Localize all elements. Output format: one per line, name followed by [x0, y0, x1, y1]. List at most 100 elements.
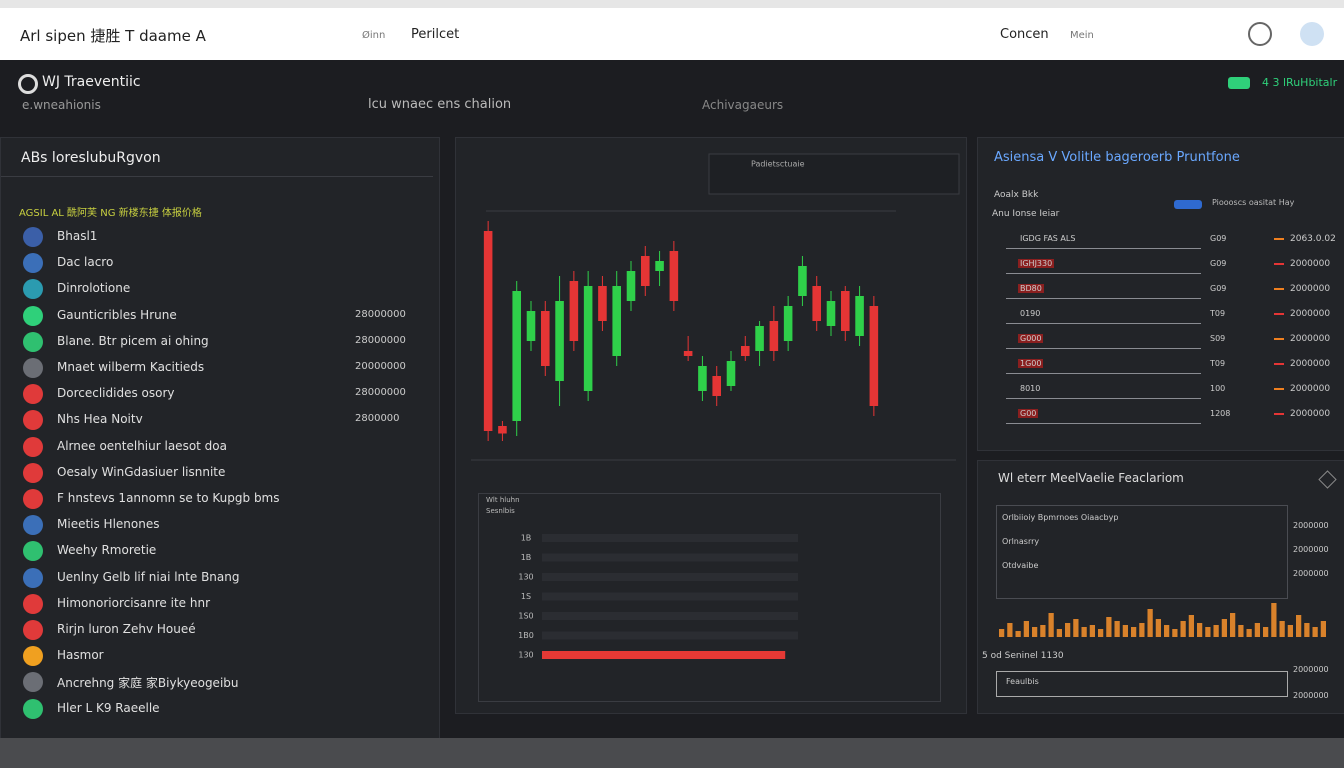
app-subtitle: e.wneahionis — [22, 98, 101, 112]
row-line — [1006, 423, 1201, 424]
row-value: 2000000 — [1290, 359, 1331, 369]
list-item[interactable]: Hler L K9 Raeelle — [1, 698, 431, 720]
bar-label: 130 — [518, 651, 533, 660]
candle-body — [683, 351, 693, 356]
list-item[interactable]: Blane. Btr picem ai ohing 28000000 — [1, 331, 431, 353]
asset-name: Mnaet wilberm Kacitieds — [57, 360, 205, 374]
nav-item[interactable]: Concen — [1000, 27, 1049, 42]
volume-bar — [1164, 625, 1170, 637]
list-item[interactable]: Mieetis Hlenones — [1, 514, 431, 536]
candle-body — [783, 306, 793, 341]
volume-bar — [1098, 629, 1104, 637]
asset-name: Rirjn luron Zehv Houeé — [57, 622, 196, 636]
volume-bar — [1040, 625, 1046, 637]
clock-icon[interactable] — [1248, 22, 1272, 46]
bar — [542, 534, 798, 542]
asset-icon — [23, 227, 43, 247]
bar-label: 1B — [521, 534, 532, 543]
row-price: G09 — [1210, 234, 1227, 243]
list-item[interactable]: Weehy Rmoretie — [1, 540, 431, 562]
chart-panel: Padietsctuaie Wlt hluhn Sesnlbis 1B 1B 130… — [455, 137, 967, 714]
row-price: 1208 — [1210, 409, 1231, 418]
asset-icon — [23, 672, 43, 693]
bar — [542, 612, 798, 620]
candle-body — [855, 296, 864, 336]
volume-bar — [1032, 627, 1038, 637]
list-item[interactable]: Nhs Hea Noitv 2800000 — [1, 409, 431, 431]
volume-bar — [1147, 609, 1153, 637]
volume-bar — [1296, 615, 1302, 637]
volume-bar — [1122, 625, 1128, 637]
market-label: Aoalx Bkk — [994, 190, 1039, 200]
footer-box — [996, 671, 1288, 697]
vol-label: Otdvaibe — [1002, 561, 1039, 570]
list-item[interactable]: Dinrolotione — [1, 278, 431, 300]
candle-body — [812, 286, 821, 321]
volume-bar — [1106, 617, 1112, 637]
nav-item[interactable]: Perilcet — [411, 27, 460, 42]
list-item[interactable]: Hasmor — [1, 645, 431, 667]
row-price: G09 — [1210, 259, 1227, 268]
asset-name: Uenlny Gelb lif niai lnte Bnang — [57, 569, 240, 584]
volume-bar — [1197, 623, 1203, 637]
nav-item[interactable]: Øinn — [362, 30, 386, 41]
list-item[interactable]: Dac lacro — [1, 252, 431, 274]
list-item[interactable]: F hnstevs 1annomn se to Kupgb bms — [1, 488, 431, 510]
asset-name: Ancrehng 家庭 家Biykyeogeibu — [57, 676, 239, 691]
asset-icon — [23, 620, 43, 640]
row-label: IGHJ330 — [1018, 259, 1055, 268]
volume-chart — [999, 603, 1326, 637]
avatar[interactable] — [1300, 22, 1324, 46]
row-label: G00 — [1018, 409, 1039, 418]
bar-label: 1S0 — [518, 612, 533, 621]
bar-label: 1S — [521, 592, 531, 601]
row-line — [1006, 248, 1201, 249]
asset-name: Nhs Hea Noitv — [57, 412, 143, 427]
nav-item[interactable]: Mein — [1070, 30, 1094, 41]
list-item[interactable]: Ancrehng 家庭 家Biykyeogeibu — [1, 671, 431, 693]
list-item[interactable]: Uenlny Gelb lif niai lnte Bnang — [1, 567, 431, 589]
bar-header: Sesnlbis — [486, 507, 515, 515]
divider — [1, 176, 433, 177]
volume-bar — [1254, 623, 1260, 637]
list-item[interactable]: Oesaly WinGdasiuer lisnnite — [1, 462, 431, 484]
volume-bar — [1131, 627, 1137, 637]
volume-bar — [1263, 627, 1269, 637]
candle-body — [755, 326, 764, 351]
settings-icon[interactable] — [1318, 470, 1337, 489]
row-label: 1G00 — [1018, 359, 1044, 368]
list-item[interactable]: Dorceclidides osory 28000000 — [1, 383, 431, 405]
tab[interactable]: Achivagaeurs — [702, 98, 784, 112]
row-value: 2000000 — [1290, 259, 1331, 269]
row-marker — [1274, 413, 1284, 415]
asset-value: 28000000 — [355, 387, 406, 399]
volume-bar — [1155, 619, 1161, 637]
volume-bar — [1015, 631, 1021, 637]
asset-name: Bhasl1 — [57, 229, 98, 243]
list-item[interactable]: Alrnee oentelhiur laesot doa — [1, 436, 431, 458]
row-value: 2063.0.02 — [1290, 234, 1336, 244]
volume-bar — [1205, 627, 1211, 637]
candle-body — [569, 281, 579, 341]
breadcrumb[interactable]: lcu wnaec ens chalion — [368, 97, 512, 112]
bar-label: 1B — [521, 553, 532, 562]
list-item[interactable]: Rirjn luron Zehv Houeé — [1, 619, 431, 641]
asset-value: 28000000 — [355, 308, 406, 320]
row-value: 2000000 — [1290, 284, 1331, 294]
list-item[interactable]: Mnaet wilberm Kacitieds 20000000 — [1, 357, 431, 379]
asset-name: Hler L K9 Raeelle — [57, 700, 160, 715]
row-label: 8010 — [1020, 384, 1041, 393]
top-bar: Arl sipen 捷胜 T daame A Øinn Perilcet Con… — [0, 8, 1344, 60]
list-item[interactable]: Gaunticribles Hrune 28000000 — [1, 305, 431, 327]
footer-label: Feaulbis — [1006, 677, 1039, 686]
volume-bar — [1304, 623, 1310, 637]
brand[interactable]: Arl sipen 捷胜 T daame A — [20, 27, 206, 45]
bar — [542, 573, 798, 581]
bar-label: 130 — [518, 573, 533, 582]
bar-frame — [478, 493, 941, 702]
list-item[interactable]: Himonoriorcisanre ite hnr — [1, 593, 431, 615]
row-line — [1006, 298, 1201, 299]
list-item[interactable]: Bhasl1 — [1, 226, 431, 248]
asset-icon — [23, 279, 43, 300]
status: 4 3 lRuHbitalr — [1262, 76, 1338, 89]
